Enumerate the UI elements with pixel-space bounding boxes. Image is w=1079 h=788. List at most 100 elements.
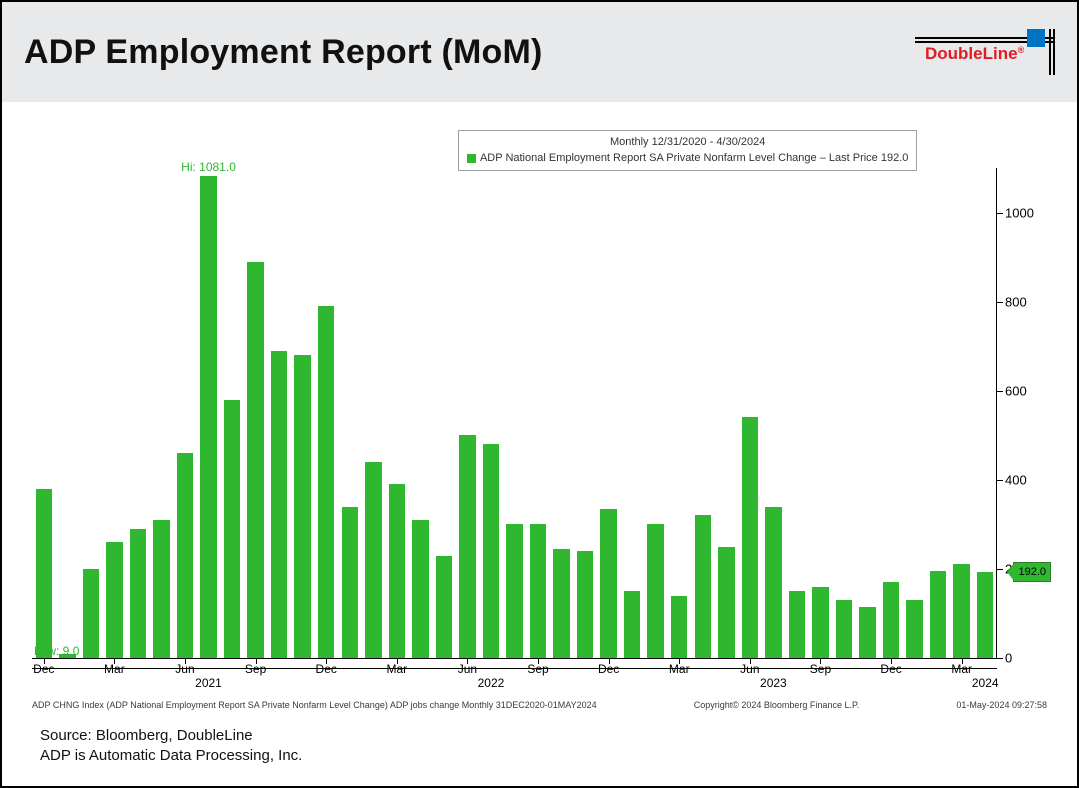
footer-left: ADP CHNG Index (ADP National Employment … [32, 700, 597, 710]
x-tick-label-month: Sep [810, 662, 831, 676]
x-tick-label-month: Dec [880, 662, 901, 676]
bar [836, 600, 852, 658]
x-tick-mark [538, 658, 539, 664]
bar [624, 591, 640, 658]
bar [389, 484, 405, 658]
x-tick-mark [397, 658, 398, 664]
source-line-1: Source: Bloomberg, DoubleLine [40, 726, 302, 746]
y-tick-mark [997, 569, 1003, 570]
bar [883, 582, 899, 658]
x-tick-mark [185, 658, 186, 664]
bar [695, 515, 711, 658]
x-tick-label-year: 2024 [972, 676, 999, 690]
plot-region: Low: 9.0 DecMarJunSepDecMarJunSepDecMarJ… [32, 168, 997, 658]
bar [859, 607, 875, 658]
hi-annotation: Hi: 1081.0 [181, 160, 236, 174]
x-tick-label-year: 2021 [195, 676, 222, 690]
footer-mid: Copyright© 2024 Bloomberg Finance L.P. [694, 700, 860, 710]
x-axis-labels: DecMarJunSepDecMarJunSepDecMarJunSepDecM… [32, 662, 997, 686]
x-tick-mark [256, 658, 257, 664]
x-axis-baseline [32, 658, 997, 659]
source-block: Source: Bloomberg, DoubleLine ADP is Aut… [40, 726, 302, 767]
x-tick-mark [679, 658, 680, 664]
y-tick-mark [997, 658, 1003, 659]
bar [600, 509, 616, 658]
bar [130, 529, 146, 658]
bar [506, 524, 522, 658]
x-tick-label-month: Jun [740, 662, 759, 676]
x-tick-label-month: Mar [951, 662, 972, 676]
x-tick-mark [467, 658, 468, 664]
y-tick-mark [997, 480, 1003, 481]
legend-date-range: Monthly 12/31/2020 - 4/30/2024 [467, 135, 908, 150]
bar [365, 462, 381, 658]
bar [436, 556, 452, 658]
header: ADP Employment Report (MoM) DoubleLine® [2, 2, 1077, 102]
x-tick-label-month: Mar [386, 662, 407, 676]
bar [553, 549, 569, 658]
bar [247, 262, 263, 658]
report-frame: ADP Employment Report (MoM) DoubleLine® … [0, 0, 1079, 788]
bar [106, 542, 122, 658]
x-axis-separator [32, 668, 997, 669]
low-annotation: Low: 9.0 [34, 644, 79, 658]
x-tick-mark [820, 658, 821, 664]
bar [342, 507, 358, 658]
bar [318, 306, 334, 658]
chart-legend: Monthly 12/31/2020 - 4/30/2024 ADP Natio… [458, 130, 917, 171]
bar [294, 355, 310, 658]
bar [742, 417, 758, 658]
y-tick-mark [997, 391, 1003, 392]
page-title: ADP Employment Report (MoM) [24, 33, 543, 72]
x-tick-label-month: Dec [33, 662, 54, 676]
logo-graphic: DoubleLine® [915, 29, 1055, 75]
legend-series-label: ADP National Employment Report SA Privat… [480, 151, 908, 166]
bar [200, 176, 216, 658]
bars-container [32, 168, 997, 658]
brand-logo: DoubleLine® [915, 29, 1055, 75]
x-tick-mark [750, 658, 751, 664]
bar [953, 564, 969, 658]
y-tick-label: 600 [1005, 383, 1047, 398]
bar [177, 453, 193, 658]
y-tick-label: 0 [1005, 651, 1047, 666]
x-tick-label-year: 2023 [760, 676, 787, 690]
x-tick-label-month: Jun [175, 662, 194, 676]
bar [930, 571, 946, 658]
bar [577, 551, 593, 658]
legend-swatch [467, 154, 476, 163]
source-line-2: ADP is Automatic Data Processing, Inc. [40, 746, 302, 766]
x-tick-mark [962, 658, 963, 664]
x-tick-label-month: Dec [598, 662, 619, 676]
bar [977, 572, 993, 658]
chart-footer-bloomberg: ADP CHNG Index (ADP National Employment … [32, 700, 1047, 710]
x-tick-mark [326, 658, 327, 664]
bar [271, 351, 287, 658]
footer-right: 01-May-2024 09:27:58 [956, 700, 1047, 710]
bar [36, 489, 52, 658]
x-tick-mark [44, 658, 45, 664]
bar [812, 587, 828, 658]
x-tick-mark [609, 658, 610, 664]
chart-area: Monthly 12/31/2020 - 4/30/2024 ADP Natio… [30, 128, 1049, 694]
logo-text: DoubleLine® [925, 44, 1024, 64]
bar [647, 524, 663, 658]
x-tick-label-month: Mar [104, 662, 125, 676]
bar [459, 435, 475, 658]
y-tick-label: 400 [1005, 472, 1047, 487]
y-tick-mark [997, 302, 1003, 303]
x-tick-label-month: Sep [245, 662, 266, 676]
bar [765, 507, 781, 658]
bar [906, 600, 922, 658]
x-tick-label-month: Mar [669, 662, 690, 676]
y-tick-label: 1000 [1005, 205, 1047, 220]
bar [671, 596, 687, 658]
x-tick-mark [114, 658, 115, 664]
last-price-flag: 192.0 [1013, 562, 1051, 582]
x-tick-label-month: Jun [458, 662, 477, 676]
bar [224, 400, 240, 658]
x-tick-label-year: 2022 [478, 676, 505, 690]
bar [153, 520, 169, 658]
bar [530, 524, 546, 658]
x-tick-label-month: Dec [316, 662, 337, 676]
